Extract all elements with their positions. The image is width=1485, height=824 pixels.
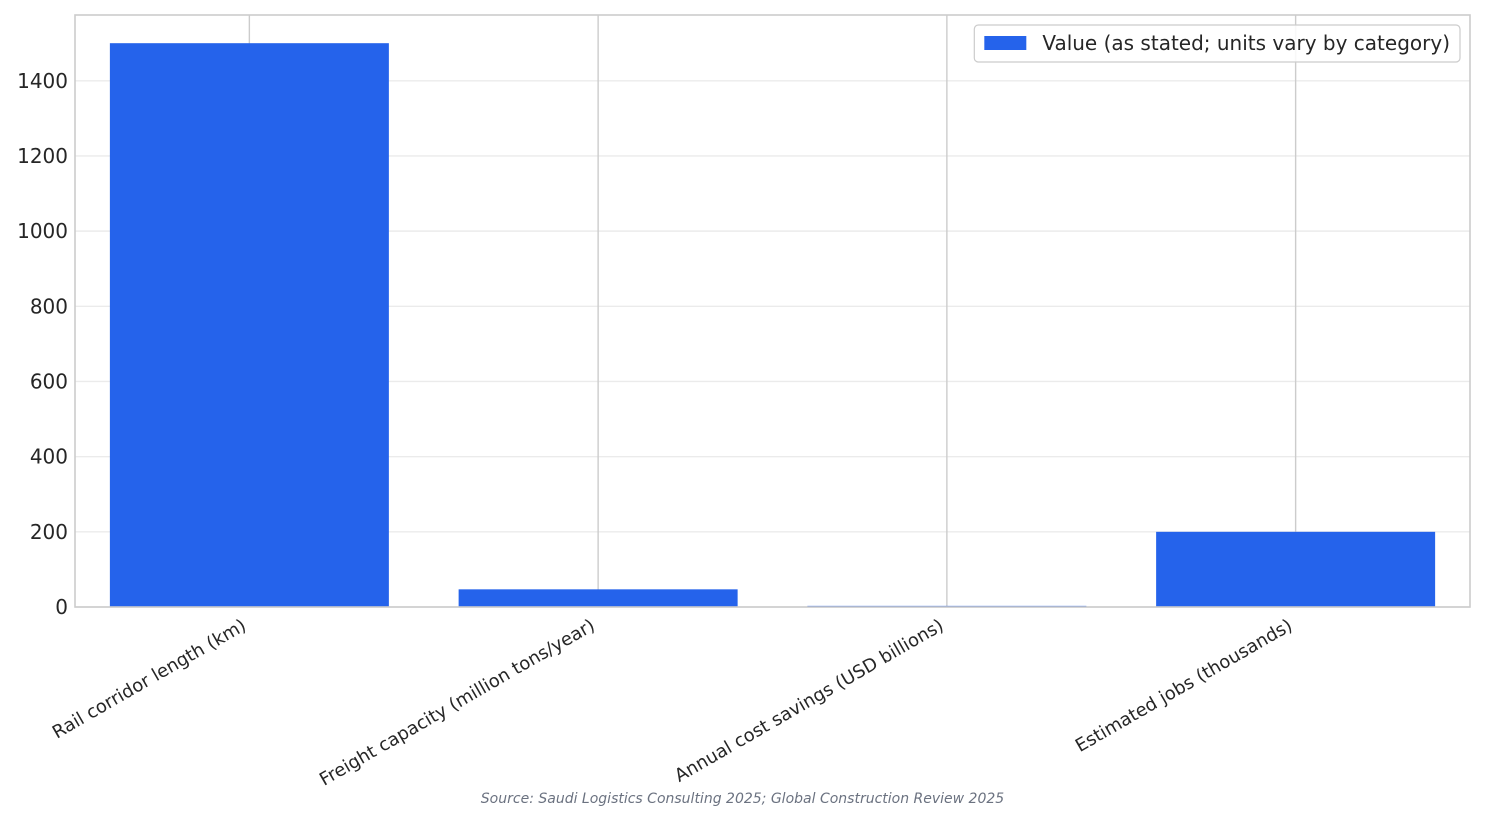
legend-box bbox=[973, 24, 1461, 63]
legend: Value (as stated; units vary by category… bbox=[973, 24, 1461, 63]
x-tick-label: Annual cost savings (USD billions) bbox=[671, 615, 947, 787]
y-tick-label: 1400 bbox=[17, 69, 68, 93]
y-tick-label: 600 bbox=[30, 369, 68, 393]
y-tick-label: 1200 bbox=[17, 144, 68, 168]
plot-frame bbox=[74, 14, 1471, 608]
y-tick-label: 1000 bbox=[17, 219, 68, 243]
x-tick-label: Freight capacity (million tons/year) bbox=[316, 615, 599, 790]
x-tick-label: Rail corridor length (km) bbox=[49, 615, 250, 743]
source-note: Source: Saudi Logistics Consulting 2025;… bbox=[480, 791, 1005, 807]
x-tick-label: Estimated jobs (thousands) bbox=[1072, 615, 1296, 757]
y-tick-label: 400 bbox=[30, 445, 68, 469]
y-axis-ticks: 0 200 400 600 800 1000 1200 1400 bbox=[17, 69, 68, 619]
y-tick-label: 800 bbox=[30, 294, 68, 318]
bar bbox=[109, 43, 389, 607]
bar bbox=[1156, 531, 1436, 607]
bars bbox=[109, 43, 1436, 607]
legend-swatch bbox=[984, 36, 1027, 50]
x-axis-labels: Rail corridor length (km) Freight capacit… bbox=[49, 615, 1296, 790]
y-tick-label: 0 bbox=[55, 595, 68, 619]
bar bbox=[458, 589, 738, 607]
legend-label: Value (as stated; units vary by category… bbox=[1042, 31, 1450, 55]
y-tick-label: 200 bbox=[30, 520, 68, 544]
